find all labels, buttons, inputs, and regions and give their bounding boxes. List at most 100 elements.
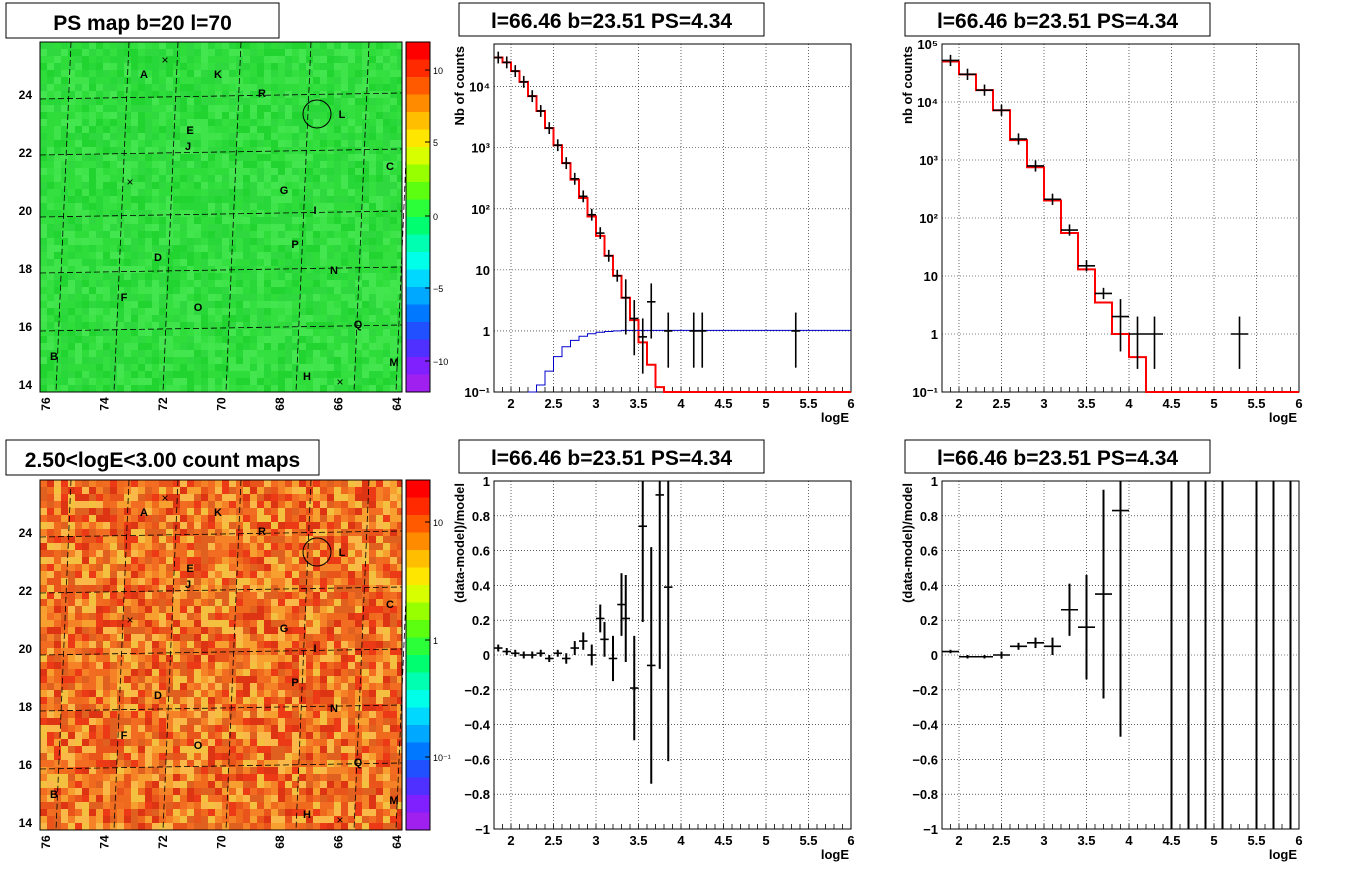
ps-map-pixel — [54, 56, 61, 63]
count-map-pixel — [124, 648, 131, 655]
ps-map-pixel — [110, 238, 117, 245]
count-map-pixel — [201, 718, 208, 725]
count-map-pixel — [103, 732, 110, 739]
count-map-pixel — [201, 767, 208, 774]
count-map-pixel — [313, 711, 320, 718]
count-map-pixel — [285, 557, 292, 564]
count-map-pixel — [348, 683, 355, 690]
count-map-pixel — [229, 480, 236, 487]
ps-map-pixel — [82, 182, 89, 189]
count-map-pixel — [257, 599, 264, 606]
count-map-pixel — [201, 648, 208, 655]
count-map-pixel — [390, 725, 397, 732]
ps-map-colorbar-frame — [405, 41, 431, 393]
count-map-pixel — [299, 634, 306, 641]
ps-map-pixel — [89, 378, 96, 385]
count-map-pixel — [250, 529, 257, 536]
ps-map-pixel — [299, 336, 306, 343]
ps-map-pixel — [208, 189, 215, 196]
ps-map-pixel — [187, 315, 194, 322]
ps-map-pixel — [82, 112, 89, 119]
count-map-pixel — [131, 501, 138, 508]
count-map-pixel — [299, 718, 306, 725]
ps-map-pixel — [138, 77, 145, 84]
count-map-pixel — [390, 711, 397, 718]
count-map-pixel — [208, 753, 215, 760]
ps-map-pixel — [355, 168, 362, 175]
ps-map-pixel — [355, 126, 362, 133]
count-map-pixel — [327, 592, 334, 599]
ps-map-pixel — [124, 133, 131, 140]
ps-map-pixel — [257, 273, 264, 280]
count-map-pixel — [306, 669, 313, 676]
ps-map-pixel — [159, 224, 166, 231]
ps-map-pixel — [327, 98, 334, 105]
ps-map-pixel — [82, 98, 89, 105]
ps-map-pixel — [82, 63, 89, 70]
ps-map-pixel — [215, 217, 222, 224]
ps-map-pixel — [110, 203, 117, 210]
ps-map-pixel — [355, 161, 362, 168]
count-map-pixel — [320, 760, 327, 767]
ps-map-pixel — [152, 357, 159, 364]
ps-map-pixel — [278, 385, 285, 392]
count-map-pixel — [397, 543, 402, 550]
ps-map-pixel — [250, 364, 257, 371]
count-map-pixel — [271, 613, 278, 620]
count-map-pixel — [236, 627, 243, 634]
ps-map-source-label: H — [303, 371, 311, 383]
ps-map-pixel — [222, 133, 229, 140]
count-map-pixel — [117, 501, 124, 508]
count-map-pixel — [131, 578, 138, 585]
ps-map-pixel — [250, 238, 257, 245]
ps-map-pixel — [222, 91, 229, 98]
ps-map-pixel — [131, 140, 138, 147]
ps-map-pixel — [250, 259, 257, 266]
ps-map-pixel — [362, 91, 369, 98]
ps-map-pixel — [362, 182, 369, 189]
ps-map-pixel — [292, 105, 299, 112]
ps-map-pixel — [348, 217, 355, 224]
ps-map-pixel — [173, 301, 180, 308]
count-map-pixel — [166, 592, 173, 599]
ps-map-pixel — [362, 196, 369, 203]
ps-map-pixel — [215, 182, 222, 189]
ps-map-pixel — [159, 259, 166, 266]
count-map-pixel — [96, 508, 103, 515]
ps-map-pixel — [250, 252, 257, 259]
count-map-pixel — [68, 746, 75, 753]
count-map-pixel — [257, 690, 264, 697]
ps-map-pixel — [236, 259, 243, 266]
ps-map-pixel — [299, 287, 306, 294]
ps-map-pixel — [383, 56, 390, 63]
count-map-pixel — [201, 571, 208, 578]
count-map-pixel — [40, 690, 47, 697]
count-map-pixel — [292, 508, 299, 515]
ps-map-pixel — [173, 98, 180, 105]
ps-map-pixel — [348, 91, 355, 98]
count-map-pixel — [173, 697, 180, 704]
ps-map-pixel — [278, 119, 285, 126]
count-map-pixel — [397, 606, 402, 613]
count-map-pixel — [313, 522, 320, 529]
ps-map-pixel — [117, 98, 124, 105]
count-map-pixel — [89, 718, 96, 725]
count-map-pixel — [278, 774, 285, 781]
ps-map-pixel — [222, 98, 229, 105]
ps-map-pixel — [75, 154, 82, 161]
ps-map-pixel — [138, 280, 145, 287]
ps-map-pixel — [47, 133, 54, 140]
count-map-pixel — [215, 487, 222, 494]
count-map-pixel — [334, 564, 341, 571]
ps-map-pixel — [320, 350, 327, 357]
ps-map-pixel — [264, 294, 271, 301]
ps-map-pixel — [159, 112, 166, 119]
ps-map-pixel — [117, 210, 124, 217]
count-map-pixel — [194, 522, 201, 529]
ps-map-pixel — [173, 140, 180, 147]
count-map-pixel — [145, 571, 152, 578]
count-map-pixel — [145, 718, 152, 725]
ps-map-pixel — [348, 70, 355, 77]
ps-map-pixel — [341, 91, 348, 98]
count-map-pixel — [264, 508, 271, 515]
